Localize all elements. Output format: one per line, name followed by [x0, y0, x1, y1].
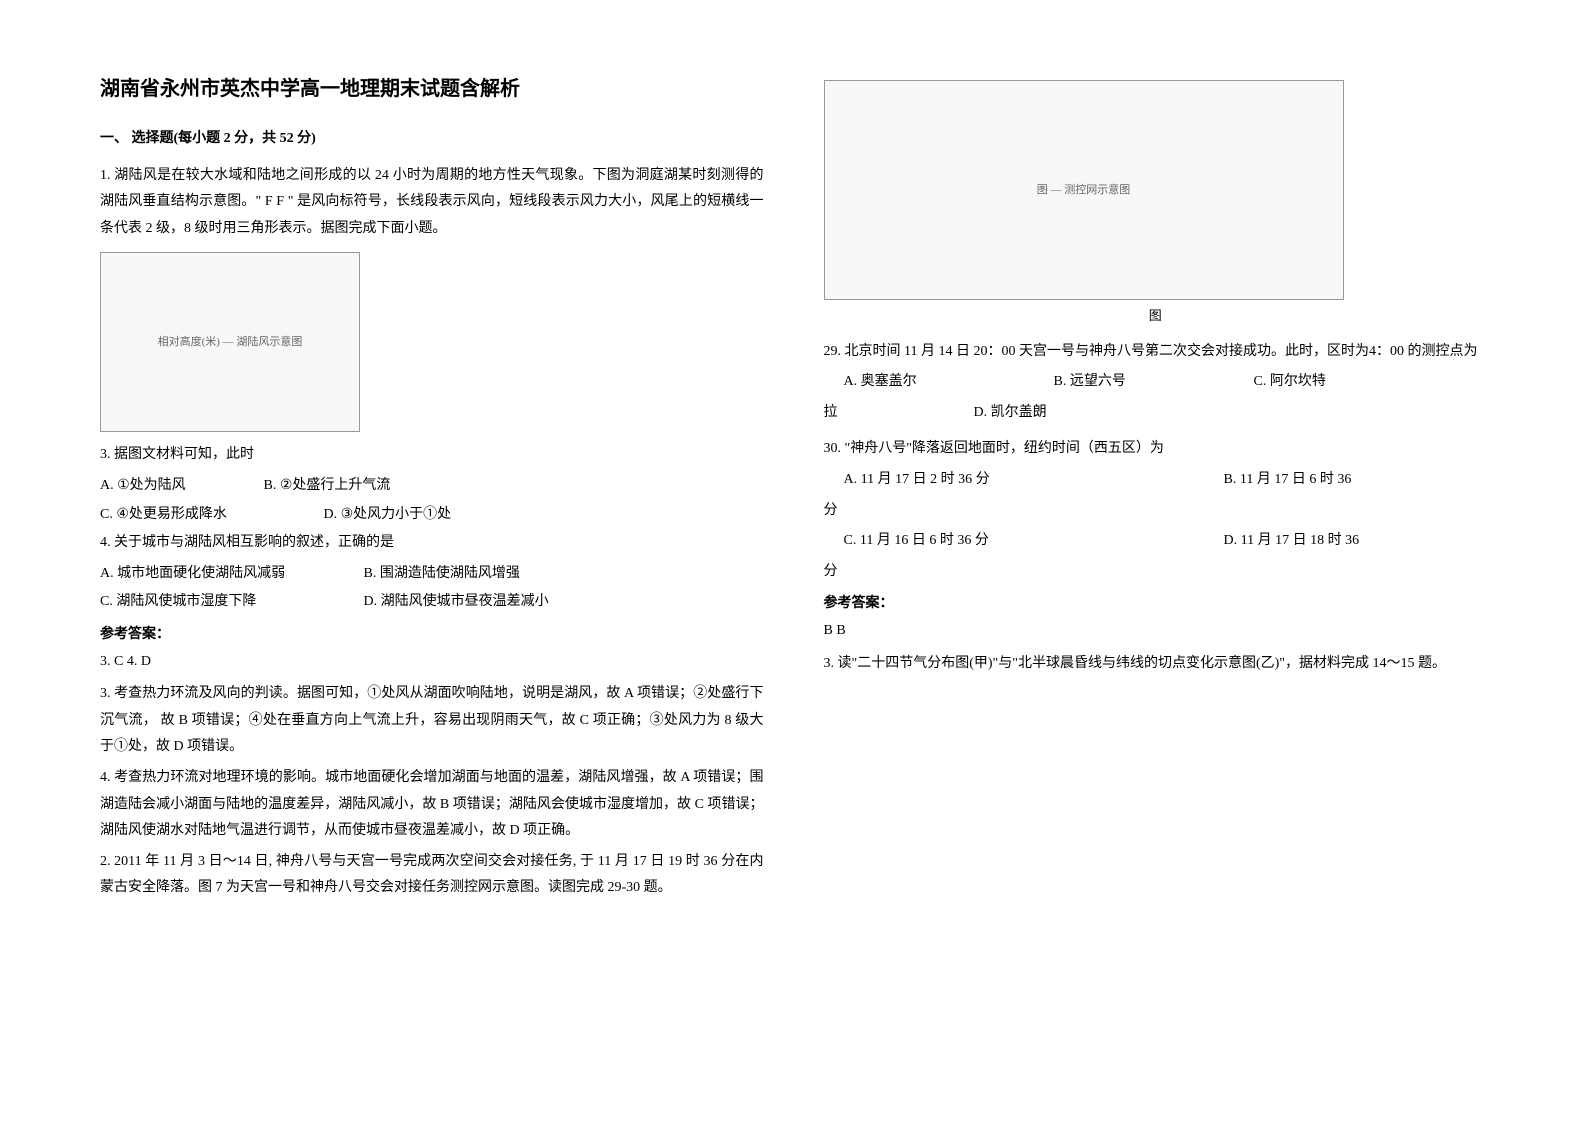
q3-c: C. ④处更易形成降水 [100, 502, 320, 529]
q30-d: D. 11 月 17 日 18 时 36 [1224, 528, 1360, 555]
figure-2-placeholder: 图 — 测控网示意图 [824, 80, 1344, 300]
q4-options-ab: A. 城市地面硬化使湖陆风减弱 B. 围湖造陆使湖陆风增强 [100, 561, 764, 588]
q30-b-tail: 分 [824, 498, 1488, 525]
q29-options-abc: A. 奥塞盖尔 B. 远望六号 C. 阿尔坎特 [824, 369, 1488, 396]
answer-label-2: 参考答案： [824, 591, 1488, 618]
q3-options-cd: C. ④处更易形成降水 D. ③处风力小于①处 [100, 502, 764, 529]
q29-options-d: 拉 D. 凯尔盖朗 [824, 400, 1488, 427]
q1-intro: 1. 湖陆风是在较大水域和陆地之间形成的以 24 小时为周期的地方性天气现象。下… [100, 163, 764, 243]
q29-a: A. 奥塞盖尔 [824, 369, 1054, 396]
q3-a: A. ①处为陆风 [100, 473, 260, 500]
q29-c: C. 阿尔坎特 [1254, 369, 1326, 396]
q4-b: B. 围湖造陆使湖陆风增强 [364, 561, 520, 588]
answer-label-1: 参考答案： [100, 622, 764, 649]
q30-c: C. 11 月 16 日 6 时 36 分 [824, 528, 1224, 555]
figure-1-box: 相对高度(米) — 湖陆风示意图 [100, 252, 764, 432]
q30-options-cd: C. 11 月 16 日 6 时 36 分 D. 11 月 17 日 18 时 … [824, 528, 1488, 555]
explain-3: 3. 考查热力环流及风向的判读。据图可知，①处风从湖面吹响陆地，说明是湖风，故 … [100, 681, 764, 761]
q4-stem: 4. 关于城市与湖陆风相互影响的叙述，正确的是 [100, 530, 764, 557]
section-1-header: 一、 选择题(每小题 2 分，共 52 分) [100, 126, 764, 153]
q4-options-cd: C. 湖陆风使城市湿度下降 D. 湖陆风使城市昼夜温差减小 [100, 589, 764, 616]
q2-intro: 2. 2011 年 11 月 3 日～14 日, 神舟八号与天宫一号完成两次空间… [100, 849, 764, 902]
figure-1-placeholder: 相对高度(米) — 湖陆风示意图 [100, 252, 360, 432]
right-column: 图 — 测控网示意图 图 29. 北京时间 11 月 14 日 20：00 天宫… [824, 70, 1488, 906]
q3-b: B. ②处盛行上升气流 [264, 473, 391, 500]
q30-d-tail: 分 [824, 559, 1488, 586]
q30-a: A. 11 月 17 日 2 时 36 分 [824, 467, 1224, 494]
answer-34: 3. C 4. D [100, 649, 764, 676]
page-title: 湖南省永州市英杰中学高一地理期末试题含解析 [100, 70, 764, 108]
q29-b: B. 远望六号 [1054, 369, 1254, 396]
q29-c-tail: 拉 [824, 400, 974, 427]
q4-d: D. 湖陆风使城市昼夜温差减小 [364, 589, 549, 616]
q4-c: C. 湖陆风使城市湿度下降 [100, 589, 360, 616]
explain-4: 4. 考查热力环流对地理环境的影响。城市地面硬化会增加湖面与地面的温差，湖陆风增… [100, 765, 764, 845]
answer-2930: B B [824, 618, 1488, 645]
q29-stem: 29. 北京时间 11 月 14 日 20：00 天宫一号与神舟八号第二次交会对… [824, 339, 1488, 366]
q4-a: A. 城市地面硬化使湖陆风减弱 [100, 561, 360, 588]
q3-stem: 3. 据图文材料可知，此时 [100, 442, 764, 469]
figure-2-caption: 图 [824, 304, 1488, 329]
q30-options-ab: A. 11 月 17 日 2 时 36 分 B. 11 月 17 日 6 时 3… [824, 467, 1488, 494]
q29-d: D. 凯尔盖朗 [974, 400, 1047, 427]
q3-intro-col2: 3. 读"二十四节气分布图(甲)"与"北半球晨昏线与纬线的切点变化示意图(乙)"… [824, 651, 1488, 678]
q30-b: B. 11 月 17 日 6 时 36 [1224, 467, 1352, 494]
figure-2-box: 图 — 测控网示意图 图 [824, 80, 1488, 329]
q3-d: D. ③处风力小于①处 [324, 502, 452, 529]
q3-options-ab: A. ①处为陆风 B. ②处盛行上升气流 [100, 473, 764, 500]
left-column: 湖南省永州市英杰中学高一地理期末试题含解析 一、 选择题(每小题 2 分，共 5… [100, 70, 764, 906]
q30-stem: 30. "神舟八号"降落返回地面时，纽约时间（西五区）为 [824, 436, 1488, 463]
